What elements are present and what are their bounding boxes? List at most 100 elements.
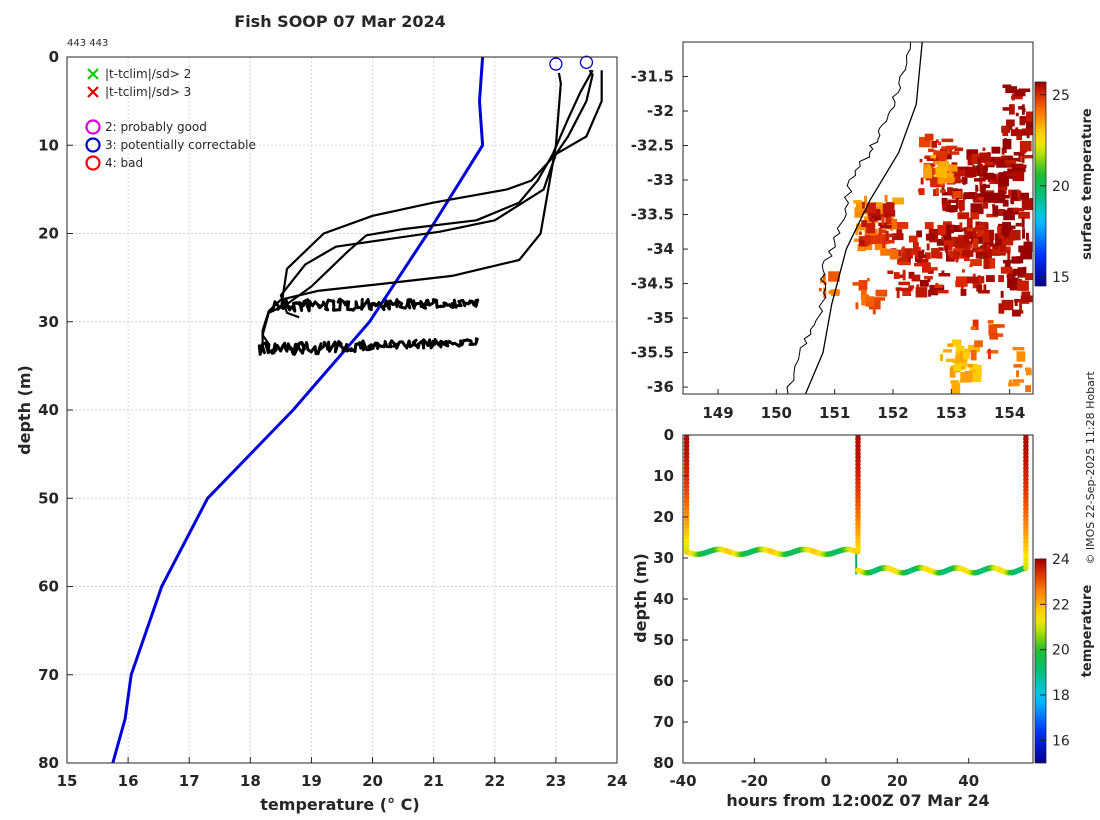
depth-tick-label: 10	[653, 467, 674, 485]
y-tick-label: 10	[38, 136, 59, 154]
sst-pixel	[935, 139, 939, 143]
sst-pixel	[948, 236, 955, 241]
sst-pixel	[946, 358, 958, 363]
sst-pixel	[971, 249, 984, 253]
sst-pixel	[1008, 229, 1021, 241]
sst-pixel	[997, 333, 1004, 337]
colorbar-tick-label: 15	[1052, 270, 1070, 286]
sst-pixel	[881, 216, 885, 224]
legend-circle-marker	[85, 155, 101, 171]
lon-tick-label: 151	[819, 404, 850, 422]
sst-pixel	[970, 350, 977, 361]
sst-pixel	[1004, 260, 1011, 271]
sst-pixel	[998, 175, 1007, 187]
sst-pixel	[1022, 108, 1026, 112]
sst-pixel	[1009, 104, 1015, 115]
colorbar-tick-label: 20	[1052, 179, 1070, 195]
lon-tick-label: 150	[761, 404, 792, 422]
sst-pixel	[1017, 280, 1029, 291]
sst-pixel	[947, 205, 950, 209]
sst-pixel	[941, 187, 945, 191]
sst-pixel	[961, 207, 965, 211]
sst-pixel	[933, 160, 940, 165]
sst-pixel	[970, 203, 983, 214]
sst-pixel	[866, 223, 875, 234]
sst-pixel	[947, 199, 957, 203]
sst-pixel	[970, 259, 982, 266]
sst-pixel	[979, 222, 989, 230]
sst-pixel	[998, 190, 1004, 194]
sst-pixel	[916, 248, 920, 259]
sst-pixel	[986, 213, 998, 218]
sst-pixel	[1000, 244, 1006, 252]
sst-pixel	[899, 261, 911, 266]
sst-pixel	[880, 204, 884, 208]
sst-pixel	[1009, 379, 1012, 387]
lon-tick-label: 153	[936, 404, 967, 422]
sst-pixel	[992, 205, 999, 216]
sst-pixel	[1020, 310, 1024, 314]
sst-pixel	[886, 233, 895, 238]
profile-3-line	[279, 70, 603, 309]
band-33m-line	[257, 337, 479, 356]
sst-pixel	[1020, 295, 1033, 303]
sst-pixel	[891, 233, 904, 241]
sst-pixel	[998, 303, 1005, 314]
sst-pixel	[937, 224, 947, 236]
sst-pixel	[980, 164, 984, 175]
sst-pixel	[1025, 385, 1031, 393]
sst-pixel	[914, 262, 926, 267]
sst-pixel	[1012, 346, 1025, 351]
sst-pixel	[1021, 198, 1033, 209]
sst-pixel	[857, 244, 867, 252]
legend-label: 3: potentially correctable	[105, 138, 256, 152]
sst-pixels	[818, 84, 1033, 394]
sst-pixel	[967, 154, 974, 166]
sst-pixel	[1013, 152, 1023, 156]
y-tick-label: 30	[38, 313, 59, 331]
sst-pixel	[867, 202, 877, 213]
sst-pixel	[931, 140, 938, 148]
sst-pixel	[857, 211, 861, 216]
sst-pixel	[862, 201, 865, 209]
sst-pixel	[955, 197, 959, 208]
depth-tick-label: 70	[653, 713, 674, 731]
sst-pixel	[890, 227, 894, 231]
sst-pixel	[1001, 147, 1005, 155]
sst-pixel	[927, 278, 931, 282]
sst-pixel	[896, 287, 900, 299]
sst-pixel	[982, 201, 989, 209]
sst-pixel	[954, 251, 960, 255]
sst-pixel	[925, 176, 938, 181]
sst-pixel	[968, 245, 972, 249]
sst-pixel	[887, 270, 894, 274]
time-tick-label: 40	[958, 772, 979, 790]
sst-pixel	[982, 240, 991, 252]
sst-pixel	[1022, 128, 1033, 136]
sst-pixel	[973, 232, 983, 240]
sst-pixel	[983, 284, 987, 292]
sst-pixel	[955, 258, 959, 263]
sst-pixel	[984, 162, 994, 166]
sst-pixel	[988, 325, 998, 336]
sst-pixel	[975, 187, 979, 191]
sst-pixel	[937, 161, 949, 172]
sst-pixel	[877, 210, 887, 214]
sst-pixel	[935, 150, 944, 155]
sst-pixel	[858, 236, 868, 240]
sst-pixel	[822, 273, 826, 281]
sst-pixel	[855, 302, 859, 310]
sst-pixel	[981, 184, 991, 188]
sst-pixel	[858, 239, 868, 247]
temperature-colorbar-label: temperature	[1080, 585, 1095, 678]
sst-pixel	[875, 289, 888, 297]
sst-pixel	[852, 282, 865, 286]
sst-pixel	[853, 238, 860, 242]
colorbar-tick-label: 24	[1052, 552, 1070, 568]
lat-tick-label: -36	[647, 378, 674, 396]
sst-pixel	[930, 154, 936, 159]
sst-pixel	[860, 289, 867, 300]
sst-pixel	[939, 176, 946, 184]
sst-pixel	[953, 364, 962, 372]
sst-pixel	[954, 237, 964, 249]
